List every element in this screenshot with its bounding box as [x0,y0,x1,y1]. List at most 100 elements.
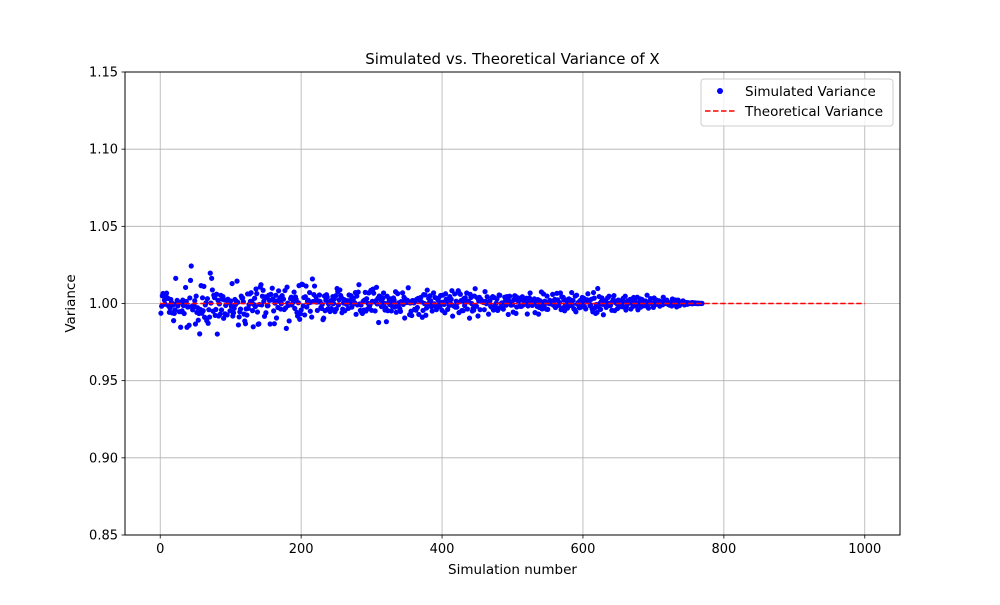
data-point [405,285,411,291]
data-point [195,317,201,323]
data-point [205,320,211,326]
data-point [236,314,242,320]
data-point [573,309,579,315]
data-point [371,290,377,296]
data-point [423,312,429,318]
data-point [253,286,259,292]
data-point [383,319,389,325]
data-point [428,298,434,304]
data-point [611,293,617,299]
data-point [234,278,240,284]
data-point [213,306,219,313]
data-point [286,318,292,324]
data-point [237,306,244,312]
data-point [303,283,309,289]
data-point [494,296,500,302]
data-point [221,315,227,321]
x-axis-ticks: 0 200 400 600 800 1000 [156,535,881,557]
data-point [472,286,478,292]
y-tick-label: 1.10 [89,143,118,158]
data-point [209,287,215,293]
data-point [482,289,488,295]
y-tick-label: 0.90 [89,451,118,466]
x-tick-label: 200 [289,542,314,557]
data-point [364,296,370,302]
data-point [393,309,399,315]
data-point [235,322,242,328]
data-point [372,308,378,314]
data-point [519,294,525,300]
x-axis-label: Simulation number [448,562,577,578]
data-point [192,298,198,304]
data-point [188,263,194,269]
data-point [570,297,576,304]
chart-title: Simulated vs. Theoretical Variance of X [365,50,659,68]
data-point [228,298,234,304]
data-point [333,293,339,299]
data-point [466,315,473,321]
data-point [187,277,194,283]
data-point [606,293,612,299]
data-point [585,291,591,297]
y-axis-label: Variance [63,274,79,332]
data-point [424,287,430,293]
data-point [304,304,310,310]
y-axis-ticks: 0.85 0.90 0.95 1.00 1.05 1.10 1.15 [89,66,125,544]
data-point [513,310,519,316]
y-tick-label: 1.15 [89,66,118,81]
data-point [269,285,275,291]
data-point [597,306,604,312]
data-point [569,289,575,296]
data-point [353,311,359,317]
data-point [201,283,207,289]
legend-label-simulated: Simulated Variance [745,84,876,100]
data-point [244,312,250,318]
data-point [422,292,428,298]
x-tick-label: 0 [156,542,164,557]
data-point [623,307,629,313]
data-point [395,291,401,297]
data-point [591,295,597,301]
data-point [622,293,628,299]
data-point [163,290,170,296]
data-point [242,321,249,327]
data-point [217,311,223,317]
data-point [252,303,258,310]
legend-box [700,78,894,127]
data-point [248,290,254,296]
data-point [452,291,458,297]
data-point [187,295,193,301]
data-point [280,296,287,302]
data-point [477,307,483,313]
data-point [295,300,301,306]
x-tick-label: 600 [571,542,596,557]
data-point [464,306,471,312]
data-point [475,313,481,319]
data-point [507,293,513,299]
data-point [414,304,420,311]
data-point [199,295,206,301]
legend-label-theoretical: Theoretical Variance [744,104,883,120]
data-point [595,285,601,292]
data-point [416,311,422,318]
data-point [252,295,258,301]
data-point [469,300,475,307]
data-point [429,308,435,314]
data-point [500,306,506,312]
data-point [273,292,279,298]
data-point [473,303,480,309]
y-tick-label: 0.85 [89,529,118,544]
data-point [354,293,360,299]
data-point [204,296,211,302]
legend: Simulated Variance Theoretical Variance [700,78,894,127]
data-point [430,290,437,296]
data-point [544,293,550,299]
data-point [273,315,280,321]
data-point [583,306,589,312]
data-point [258,282,264,288]
data-point [265,303,271,309]
data-point [230,310,237,316]
data-point [200,308,206,314]
data-point [256,321,262,327]
x-tick-label: 400 [430,542,455,557]
